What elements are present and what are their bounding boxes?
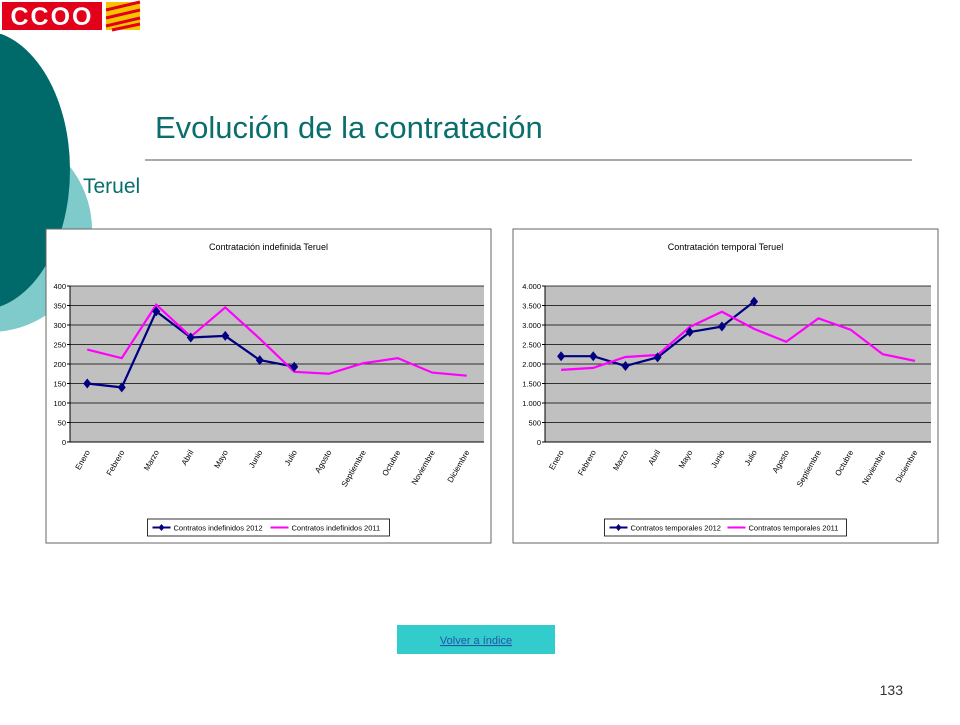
y-tick-label: 500: [528, 419, 541, 428]
series-line: [561, 310, 916, 371]
marker: [621, 360, 630, 371]
logo-stripes: [105, 0, 141, 32]
y-tick-label: 100: [53, 399, 66, 408]
marker: [221, 330, 230, 341]
y-tick-label: 250: [53, 341, 66, 350]
y-tick-label: 4.000: [522, 282, 541, 291]
chart-title: Contratación indefinida Teruel: [209, 242, 328, 252]
slide-title: Evolución de la contratación: [155, 110, 543, 145]
slide-subtitle: Teruel: [83, 175, 140, 198]
marker: [255, 355, 264, 366]
marker: [290, 361, 299, 372]
marker: [750, 296, 759, 307]
link-text[interactable]: Volver a índice: [440, 635, 512, 647]
chart: Contratación indefinida Teruel 0 50 100 150 2…: [45, 228, 492, 544]
series-line: [86, 303, 467, 377]
y-tick-label: 200: [53, 360, 66, 369]
y-tick-label: 350: [53, 302, 66, 311]
chart: Contratación temporal Teruel 0 500 1.000 1.5…: [512, 228, 939, 544]
marker: [117, 382, 126, 393]
marker: [589, 351, 598, 362]
logo: CCOO: [11, 3, 94, 31]
marker: [685, 327, 694, 338]
legend-marker: [615, 524, 622, 531]
legend-label: Contratos indefinidos 2011: [292, 524, 381, 533]
marker: [653, 352, 662, 363]
logo-box: [2, 2, 102, 30]
y-tick-label: 150: [53, 380, 66, 389]
page-number: 133: [880, 682, 904, 698]
y-tick-label: 2.000: [522, 360, 541, 369]
y-tick-label: 0: [537, 438, 541, 447]
legend-box: [604, 518, 847, 537]
legend-marker: [158, 524, 165, 531]
marker: [152, 306, 161, 317]
marker: [557, 351, 566, 362]
legend-box: [147, 518, 390, 537]
marker: [83, 378, 92, 389]
y-tick-label: 3.500: [522, 302, 541, 311]
charts: Contratación indefinida Teruel 0 50 100 150 2…: [45, 228, 939, 544]
legend-label: Contratos indefinidos 2012: [174, 524, 263, 533]
chart-title: Contratación temporal Teruel: [668, 242, 783, 252]
legend-label: Contratos temporales 2011: [749, 524, 839, 533]
y-tick-label: 50: [58, 419, 66, 428]
y-tick-label: 1.000: [522, 399, 541, 408]
y-tick-label: 300: [53, 321, 66, 330]
y-tick-label: 400: [53, 282, 66, 291]
link-button[interactable]: [397, 625, 555, 654]
y-tick-label: 3.000: [522, 321, 541, 330]
y-tick-label: 2.500: [522, 341, 541, 350]
y-tick-label: 0: [62, 438, 66, 447]
y-tick-label: 1.500: [522, 380, 541, 389]
marker: [717, 321, 726, 332]
marker: [186, 332, 195, 343]
legend-label: Contratos temporales 2012: [631, 524, 721, 533]
